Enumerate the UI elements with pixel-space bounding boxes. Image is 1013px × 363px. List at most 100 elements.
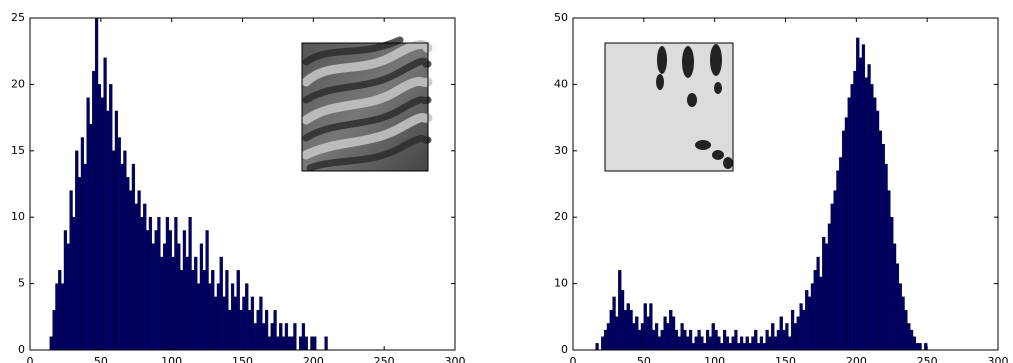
bar	[55, 283, 59, 351]
y-tick-label: 50	[554, 11, 568, 24]
bar	[606, 323, 611, 351]
bar	[898, 283, 902, 351]
bar	[666, 323, 670, 351]
bar	[293, 323, 297, 351]
bar	[83, 163, 87, 351]
bar	[177, 243, 181, 351]
bar	[697, 329, 701, 351]
x-tick-label: 200	[303, 355, 324, 363]
bar	[864, 77, 868, 351]
bar	[802, 309, 806, 351]
bar	[771, 323, 775, 351]
bar	[162, 243, 167, 351]
y-tick-label: 30	[554, 144, 568, 157]
bar	[287, 336, 291, 351]
bar	[765, 329, 769, 351]
bar	[72, 216, 76, 351]
bar	[887, 190, 891, 351]
bar	[60, 283, 65, 351]
bar	[123, 150, 127, 351]
x-tick-label: 50	[637, 355, 651, 363]
bar	[603, 329, 608, 351]
bar	[165, 216, 170, 351]
bar	[233, 296, 238, 351]
bar	[822, 236, 826, 351]
bar	[754, 329, 758, 351]
bar	[63, 230, 68, 351]
bar	[688, 329, 693, 351]
bar	[725, 336, 730, 351]
bar	[878, 130, 883, 351]
bar	[779, 316, 783, 351]
y-tick-label: 40	[554, 77, 568, 90]
x-tick-label: 200	[846, 355, 867, 363]
bar	[731, 336, 735, 351]
bar	[739, 336, 744, 351]
bar	[649, 303, 653, 351]
bar	[810, 283, 815, 351]
x-tick-label: 150	[232, 355, 253, 363]
x-tick-label: 100	[704, 355, 725, 363]
bar	[756, 343, 761, 351]
bar	[881, 143, 885, 351]
bar	[907, 323, 911, 351]
bar	[151, 243, 155, 351]
bar	[657, 336, 662, 351]
bar	[236, 270, 240, 351]
bar	[194, 256, 198, 351]
bar	[86, 97, 90, 351]
x-tick-label: 300	[445, 355, 466, 363]
bar	[117, 137, 121, 351]
bar	[915, 343, 919, 351]
bar	[844, 117, 849, 351]
bar	[49, 336, 53, 351]
x-tick-label: 300	[988, 355, 1009, 363]
bar	[870, 84, 874, 351]
x-tick-label: 100	[161, 355, 182, 363]
bar	[202, 270, 206, 351]
bar	[270, 323, 274, 351]
bar	[745, 336, 749, 351]
bar	[836, 170, 840, 351]
bar	[892, 243, 897, 351]
bar	[230, 283, 235, 351]
bar	[773, 336, 778, 351]
bar	[301, 323, 306, 351]
bar	[620, 290, 625, 351]
bar	[816, 256, 820, 351]
bar	[751, 336, 755, 351]
bar	[290, 336, 294, 351]
y-tick-label: 0	[18, 343, 25, 356]
bar	[884, 163, 888, 351]
bar	[850, 84, 854, 351]
bar	[225, 270, 229, 351]
axes: 0 50 100 150 200 250 300 0 10 20 30 40 50	[554, 11, 1009, 363]
bar	[242, 296, 246, 351]
bar	[918, 343, 922, 351]
bar	[609, 309, 613, 351]
bar	[279, 323, 283, 351]
bar	[683, 329, 687, 351]
bar	[830, 203, 834, 351]
bar	[720, 343, 724, 351]
x-tick-label: 150	[775, 355, 796, 363]
bar	[324, 336, 328, 351]
bar	[799, 303, 803, 351]
bar	[819, 276, 823, 351]
bar	[179, 270, 184, 351]
y-tick-label: 20	[554, 210, 568, 223]
bar	[790, 309, 795, 351]
bar	[708, 336, 713, 351]
bar	[839, 157, 843, 351]
bar	[128, 190, 133, 351]
bar	[97, 84, 102, 351]
y-tick-label: 5	[18, 277, 25, 290]
bar	[199, 243, 204, 351]
bar	[66, 243, 70, 351]
x-tick-label: 50	[94, 355, 108, 363]
x-tick-label: 0	[27, 355, 34, 363]
bar	[827, 223, 832, 351]
x-tick-label: 250	[917, 355, 938, 363]
bar	[663, 316, 667, 351]
bar	[171, 256, 175, 351]
